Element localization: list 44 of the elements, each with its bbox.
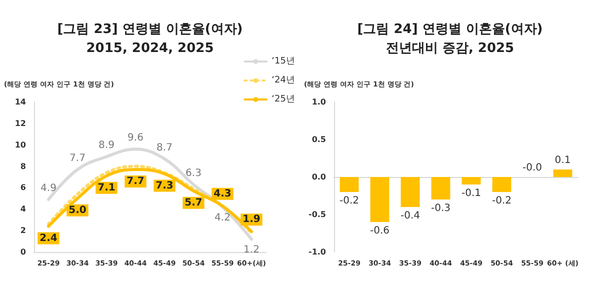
data-label: 7.7 xyxy=(70,153,86,164)
data-label: 4.9 xyxy=(40,183,56,194)
data-label: 7.1 xyxy=(98,182,116,194)
y-tick-label: -0.5 xyxy=(308,210,326,219)
data-label: 0.1 xyxy=(554,155,571,166)
data-label: -0.1 xyxy=(461,188,482,199)
data-label: 7.7 xyxy=(126,176,144,187)
data-label: 8.7 xyxy=(156,142,172,154)
legend-label: ‘25년 xyxy=(272,94,296,104)
y-tick-label: 0.0 xyxy=(312,172,326,182)
y-tick-label: 12 xyxy=(14,118,26,128)
data-label: 4.3 xyxy=(214,188,232,200)
y-tick-label: 1.0 xyxy=(312,98,326,106)
legend-label: ‘24년 xyxy=(272,76,296,86)
data-label: 6.3 xyxy=(186,168,202,179)
chart-subtitle: 전년대비 증감, 2025 xyxy=(386,41,514,56)
chart-subtitle: 2015, 2024, 2025 xyxy=(86,41,214,56)
data-label: 9.6 xyxy=(128,132,144,144)
y-tick-label: 0.5 xyxy=(312,135,326,144)
y-tick-label: 8 xyxy=(20,162,26,171)
data-label: -0.3 xyxy=(430,203,451,214)
legend-label: ‘15년 xyxy=(272,56,296,66)
data-label: 1.2 xyxy=(244,244,260,256)
y-tick-label: -1.0 xyxy=(308,248,326,256)
data-label: 5.7 xyxy=(184,197,202,208)
data-label: -0.2 xyxy=(339,196,360,206)
data-label: -0.6 xyxy=(370,226,390,236)
data-label: 5.0 xyxy=(68,204,86,216)
data-label: -0.4 xyxy=(400,210,420,222)
chart-title: [그림 23] 연령별 이혼율(여자) xyxy=(57,22,243,37)
data-label: 8.9 xyxy=(98,140,114,152)
data-label: 4.2 xyxy=(214,212,230,224)
data-label: 2.4 xyxy=(40,232,58,244)
data-label: 7.3 xyxy=(156,180,174,192)
data-label: -0.0 xyxy=(522,162,542,174)
chart-title: [그림 24] 연령별 이혼율(여자) xyxy=(357,22,543,37)
y-tick-label: 0 xyxy=(20,248,26,256)
y-tick-label: 4 xyxy=(20,204,26,214)
y-tick-label: 14 xyxy=(14,98,26,106)
data-label: -0.2 xyxy=(492,196,512,206)
data-label: 1.9 xyxy=(242,214,260,226)
y-tick-label: 6 xyxy=(20,183,26,192)
y-tick-label: 10 xyxy=(14,140,26,150)
y-tick-label: 2 xyxy=(20,226,26,236)
